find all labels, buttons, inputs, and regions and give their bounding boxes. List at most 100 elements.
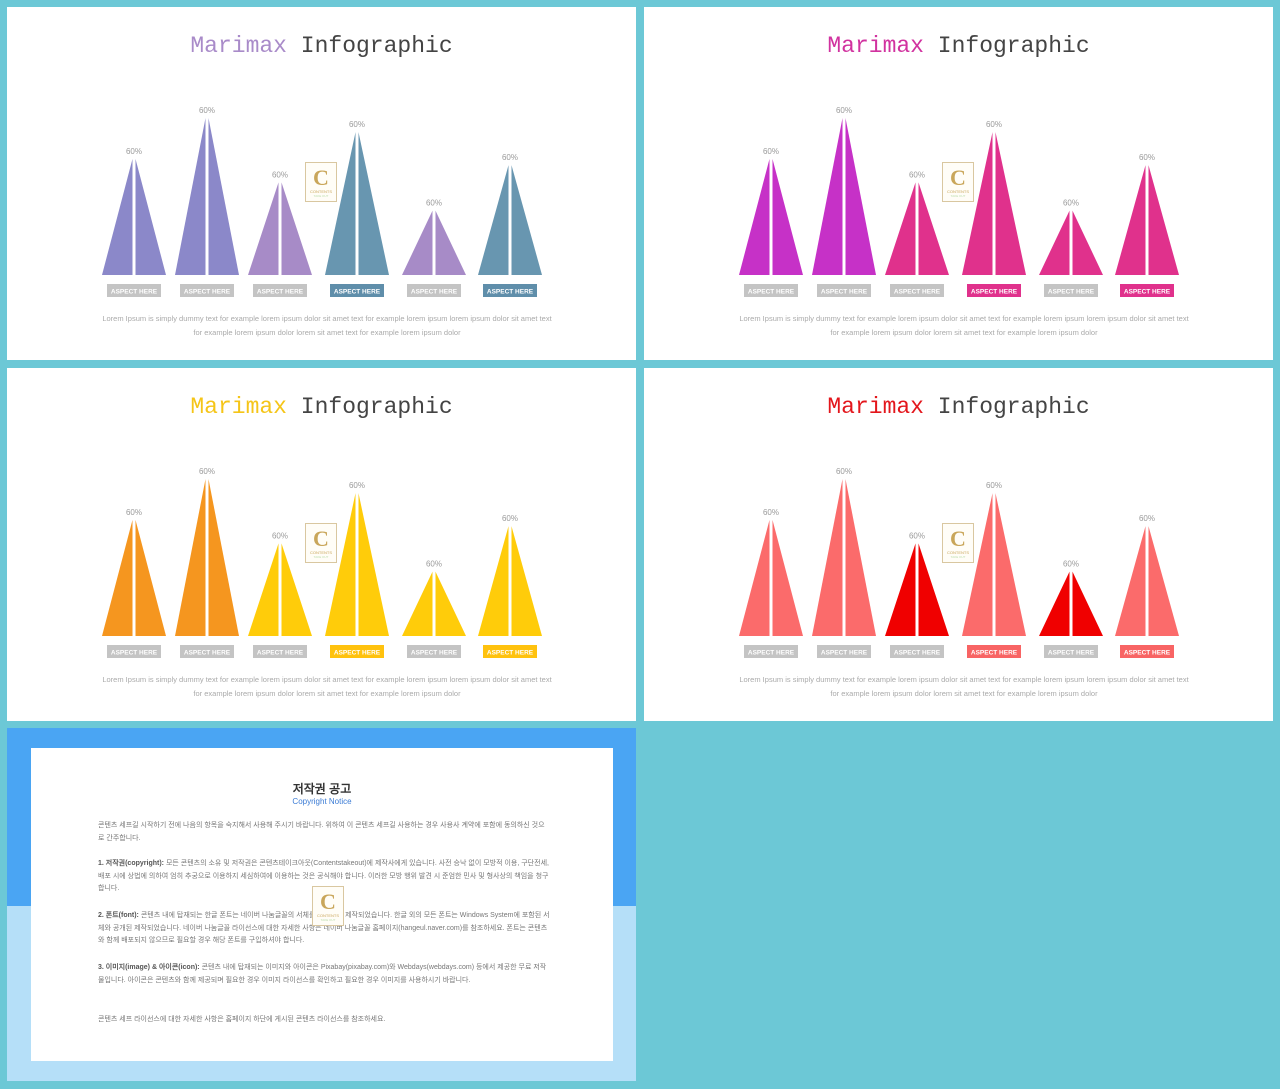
- aspect-label-box: [744, 645, 798, 658]
- percent-label: 60%: [986, 481, 1002, 490]
- triangle-chart: 60% ASPECT HERE 60% ASPECT HERE 60% ASPECT HE…: [739, 467, 1179, 658]
- triangle-item: 60% ASPECT HERE: [739, 508, 803, 658]
- triangle-right-half: [995, 493, 1026, 636]
- triangle-item: 60% ASPECT HERE: [248, 531, 312, 658]
- aspect-label: ASPECT HERE: [411, 289, 458, 296]
- triangle-right-half: [435, 571, 466, 636]
- triangle-item: 60% ASPECT HERE: [885, 531, 949, 658]
- body-line-2: for example lorem ipsum dolor lorem sit …: [193, 328, 461, 337]
- triangle-item: 60% ASPECT HERE: [812, 467, 876, 658]
- aspect-label-box: [330, 645, 384, 658]
- copyright-item-3-head: 3. 이미지(image) & 아이콘(icon):: [98, 964, 200, 971]
- aspect-label-box: [180, 645, 234, 658]
- aspect-label-box: [180, 284, 234, 297]
- triangle-left-half: [102, 519, 133, 636]
- percent-label: 60%: [763, 508, 779, 517]
- copyright-item-3: 3. 이미지(image) & 아이콘(icon): 콘텐츠 내에 탑재되는 이…: [98, 962, 550, 987]
- aspect-label: ASPECT HERE: [748, 289, 795, 296]
- percent-label: 60%: [763, 147, 779, 156]
- aspect-label-box: [890, 284, 944, 297]
- aspect-label-box: [483, 645, 537, 658]
- logo-line1: CONTENTS: [947, 549, 969, 555]
- triangle-item: 60% ASPECT HERE: [175, 106, 239, 297]
- body-line-2: for example lorem ipsum dolor lorem sit …: [193, 689, 461, 698]
- percent-label: 60%: [1139, 514, 1155, 523]
- triangle-left-half: [402, 571, 433, 636]
- triangle-right-half: [845, 479, 876, 636]
- aspect-label: ASPECT HERE: [257, 289, 304, 296]
- triangle-right-half: [358, 132, 389, 275]
- body-line-2: for example lorem ipsum dolor lorem sit …: [830, 689, 1098, 698]
- triangle-item: 60% ASPECT HERE: [175, 467, 239, 658]
- triangle-right-half: [845, 118, 876, 275]
- triangle-right-half: [511, 526, 542, 636]
- copyright-item-1-head: 1. 저작권(copyright):: [98, 860, 164, 867]
- triangle-item: 60% ASPECT HERE: [102, 508, 166, 658]
- slide-magenta: Marimax Infographic 60% ASPECT HERE 60% ASPE…: [644, 7, 1273, 360]
- copyright-item-2-text: 콘텐츠 내에 탑재되는 한글 폰트는 네이버 나눔글꼴의 서체를 이용하여 제작…: [98, 912, 550, 944]
- triangle-item: 60% ASPECT HERE: [478, 514, 542, 658]
- triangle-item: 60% ASPECT HERE: [402, 199, 466, 297]
- triangle-item: 60% ASPECT HERE: [248, 170, 312, 297]
- copyright-item-1: 1. 저작권(copyright): 모든 콘텐츠의 소유 및 저작권은 콘텐츠…: [98, 858, 550, 896]
- triangle-right-half: [511, 165, 542, 275]
- logo-letter: C: [320, 888, 336, 914]
- aspect-label: ASPECT HERE: [1048, 650, 1095, 657]
- triangle-item: 60% ASPECT HERE: [885, 170, 949, 297]
- logo-line1: CONTENTS: [947, 188, 969, 194]
- aspect-label-box: [253, 645, 307, 658]
- triangle-left-half: [1115, 165, 1146, 275]
- title-brand: Marimax: [190, 394, 287, 420]
- triangle-left-half: [325, 493, 356, 636]
- triangle-right-half: [772, 519, 803, 636]
- aspect-label: ASPECT HERE: [487, 289, 534, 296]
- aspect-label: ASPECT HERE: [334, 289, 381, 296]
- triangle-right-half: [435, 210, 466, 275]
- triangle-item: 60% ASPECT HERE: [1115, 514, 1179, 658]
- triangle-left-half: [885, 182, 916, 275]
- aspect-label: ASPECT HERE: [821, 289, 868, 296]
- slide-title: Marimax Infographic: [644, 33, 1273, 59]
- triangle-right-half: [1072, 210, 1103, 275]
- copyright-card: 저작권 공고 Copyright Notice 콘텐츠 세프길 시작하기 전에 …: [31, 748, 613, 1061]
- slide-title: Marimax Infographic: [7, 33, 636, 59]
- slide-orange: Marimax Infographic 60% ASPECT HERE 60% ASPE…: [7, 368, 636, 721]
- slide-title: Marimax Infographic: [7, 394, 636, 420]
- aspect-label-box: [817, 284, 871, 297]
- logo-line2: TAKE OUT: [313, 193, 329, 198]
- copyright-outro: 콘텐츠 세프 라이선스에 대한 자세한 사항은 홈페이지 하단에 게시된 콘텐츠…: [98, 1016, 386, 1023]
- percent-label: 60%: [836, 467, 852, 476]
- triangle-right-half: [1148, 526, 1179, 636]
- aspect-label: ASPECT HERE: [411, 650, 458, 657]
- triangle-left-half: [1115, 526, 1146, 636]
- aspect-label-box: [890, 645, 944, 658]
- triangle-left-half: [885, 543, 916, 636]
- triangle-right-half: [1148, 165, 1179, 275]
- aspect-label: ASPECT HERE: [184, 289, 231, 296]
- percent-label: 60%: [909, 531, 925, 540]
- aspect-label: ASPECT HERE: [1048, 289, 1095, 296]
- aspect-label: ASPECT HERE: [111, 650, 158, 657]
- aspect-label: ASPECT HERE: [1124, 289, 1171, 296]
- copyright-item-3-text: 콘텐츠 내에 탑재되는 이미지와 아이콘은 Pixabay(pixabay.co…: [98, 964, 547, 984]
- contents-logo: C CONTENTS TAKE OUT: [942, 523, 974, 563]
- triangle-right-half: [208, 118, 239, 275]
- triangle-left-half: [402, 210, 433, 275]
- aspect-label-box: [330, 284, 384, 297]
- logo-letter: C: [950, 525, 966, 551]
- slide-purple: Marimax Infographic 60% ASPECT HERE 60% ASPE…: [7, 7, 636, 360]
- copyright-item-1-text: 모든 콘텐츠의 소유 및 저작권은 콘텐츠테이크아웃(Contentstakeo…: [98, 860, 549, 892]
- triangle-left-half: [478, 165, 509, 275]
- percent-label: 60%: [199, 106, 215, 115]
- aspect-label-box: [1120, 645, 1174, 658]
- triangle-right-half: [135, 158, 166, 275]
- body-text: Lorem Ipsum is simply dummy text for exa…: [97, 312, 557, 340]
- percent-label: 60%: [126, 147, 142, 156]
- logo-letter: C: [313, 525, 329, 551]
- percent-label: 60%: [909, 170, 925, 179]
- logo-line1: CONTENTS: [310, 188, 332, 194]
- percent-label: 60%: [272, 170, 288, 179]
- triangle-item: 60% ASPECT HERE: [325, 481, 389, 658]
- triangle-right-half: [1072, 571, 1103, 636]
- aspect-label: ASPECT HERE: [894, 289, 941, 296]
